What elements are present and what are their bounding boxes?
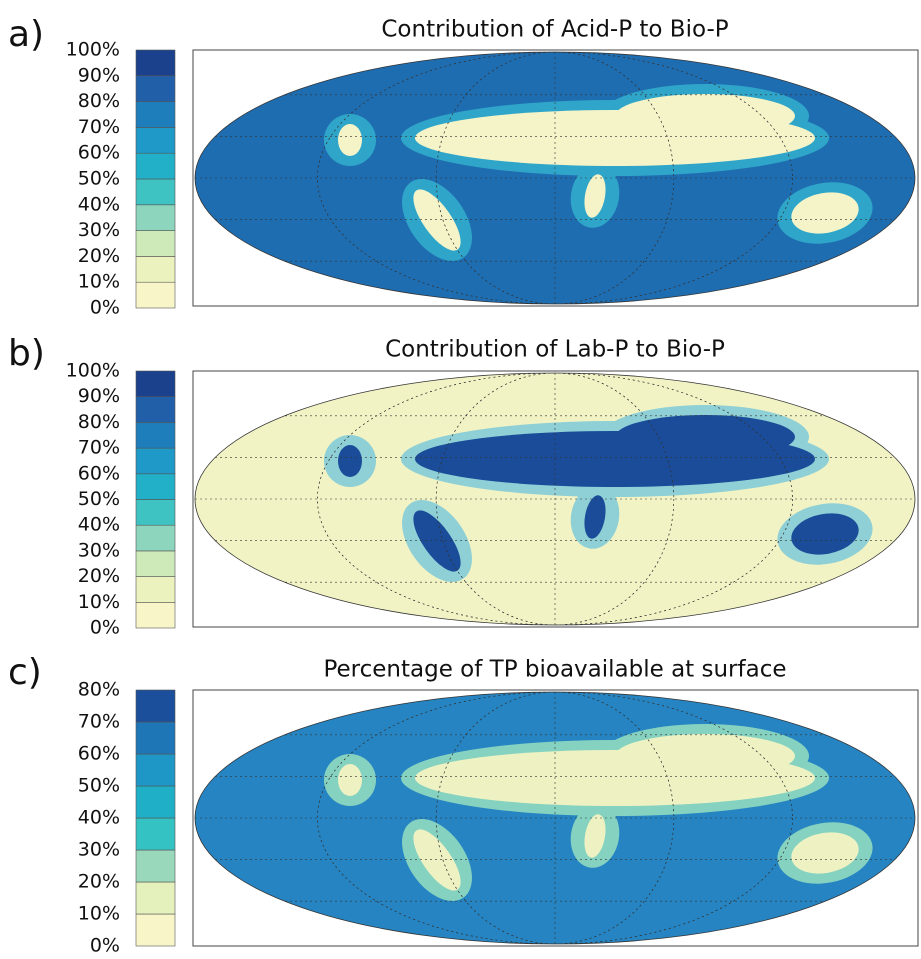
map-region: [791, 513, 859, 555]
map: [195, 52, 915, 304]
map-region: [584, 495, 606, 539]
colorbar-tick-label: 30%: [78, 539, 120, 561]
panel-title: Percentage of TP bioavailable at surface: [323, 657, 786, 683]
panel-label: b): [8, 333, 45, 374]
colorbar-segment: [135, 152, 176, 180]
map-region: [791, 192, 859, 234]
colorbar-tick-label: 30%: [78, 219, 120, 241]
colorbar-segment: [135, 849, 176, 883]
colorbar-segment: [135, 281, 176, 309]
map-outline: [194, 372, 916, 626]
colorbar-tick-label: 70%: [78, 116, 120, 138]
map: [195, 373, 915, 625]
colorbar-tick-label: 40%: [78, 807, 120, 829]
colorbar-tick-label: 0%: [90, 935, 120, 956]
map-region: [413, 829, 461, 891]
meridian: [435, 692, 675, 944]
colorbar-segment: [135, 127, 176, 154]
colorbar-tick-label: 50%: [78, 775, 120, 797]
colorbar-segment: [135, 396, 176, 423]
colorbar-segment: [135, 721, 176, 755]
panel-title: Contribution of Acid-P to Bio-P: [381, 17, 728, 43]
colorbar-segment: [135, 101, 176, 128]
colorbar-tick-label: 100%: [66, 360, 120, 382]
colorbar-segment: [135, 204, 176, 231]
colorbar-tick-label: 90%: [78, 385, 120, 407]
map-region: [413, 510, 461, 572]
colorbar-tick-label: 20%: [78, 565, 120, 587]
colorbar-tick-label: 0%: [90, 617, 120, 639]
colorbar-tick-label: 80%: [78, 679, 120, 701]
colorbar-tick-label: 50%: [78, 488, 120, 510]
map-region: [615, 94, 795, 138]
panel-label: a): [8, 14, 44, 55]
colorbar-tick-label: 30%: [78, 839, 120, 861]
map-region: [584, 814, 606, 858]
colorbar-tick-label: 60%: [78, 743, 120, 765]
colorbar-tick-label: 20%: [78, 871, 120, 893]
colorbar-segment: [135, 256, 176, 283]
colorbar-tick-label: 10%: [78, 271, 120, 293]
colorbar-segment: [135, 689, 176, 723]
colorbar-tick-label: 100%: [66, 39, 120, 61]
meridian: [435, 52, 675, 304]
colorbar-segment: [135, 499, 176, 526]
colorbar-segment: [135, 473, 176, 500]
meridian: [317, 52, 793, 304]
colorbar-segment: [135, 817, 176, 851]
colorbar-segment: [135, 576, 176, 603]
map-region: [338, 445, 362, 477]
colorbar-tick-label: 40%: [78, 193, 120, 215]
meridian: [317, 692, 793, 944]
panel-title: Contribution of Lab-P to Bio-P: [385, 337, 725, 363]
colorbar-tick-label: 70%: [78, 711, 120, 733]
map-frame: [192, 370, 919, 628]
map-frame: [192, 689, 919, 947]
colorbar-segment: [135, 178, 176, 206]
meridian: [317, 373, 793, 625]
map-region: [584, 174, 606, 218]
colorbar-tick-label: 70%: [78, 437, 120, 459]
colorbar-segment: [135, 370, 176, 398]
colorbar-tick-label: 20%: [78, 245, 120, 267]
colorbar-tick-label: 60%: [78, 142, 120, 164]
colorbar-tick-label: 0%: [90, 297, 120, 319]
map-outline: [194, 691, 916, 945]
map-region: [338, 764, 362, 796]
map-region: [791, 832, 859, 874]
panel-label: c): [8, 652, 42, 693]
colorbar-segment: [135, 881, 176, 915]
colorbar-tick-label: 90%: [78, 64, 120, 86]
colorbar-segment: [135, 49, 176, 77]
colorbar-tick-label: 40%: [78, 514, 120, 536]
map: [195, 692, 915, 944]
colorbar-segment: [135, 524, 176, 552]
colorbar-segment: [135, 422, 176, 449]
colorbar-tick-label: 10%: [78, 591, 120, 613]
colorbar-segment: [135, 550, 176, 577]
map-region: [615, 415, 795, 459]
colorbar-tick-label: 10%: [78, 903, 120, 925]
map-frame: [192, 49, 919, 307]
map-region: [338, 124, 362, 156]
colorbar-segment: [135, 785, 176, 819]
colorbar-tick-label: 60%: [78, 462, 120, 484]
colorbar-segment: [135, 913, 176, 947]
colorbar-tick-label: 80%: [78, 90, 120, 112]
map-region: [413, 189, 461, 251]
colorbar-segment: [135, 447, 176, 475]
colorbar-segment: [135, 230, 176, 257]
colorbar-segment: [135, 75, 176, 102]
map-outline: [194, 51, 916, 305]
colorbar-segment: [135, 601, 176, 629]
colorbar-tick-label: 50%: [78, 168, 120, 190]
colorbar-segment: [135, 753, 176, 787]
meridian: [435, 373, 675, 625]
map-region: [615, 734, 795, 778]
colorbar-tick-label: 80%: [78, 411, 120, 433]
